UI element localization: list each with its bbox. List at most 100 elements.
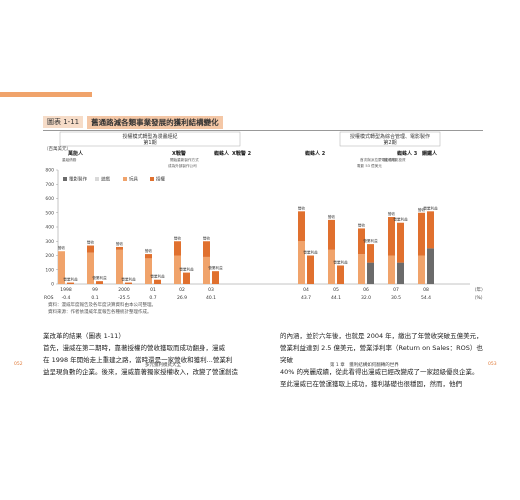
y-tick-label: 700: [45, 182, 54, 188]
bar-annotation: 營業利益: [179, 267, 194, 272]
event-label: 鋼鐵人: [421, 150, 438, 157]
bar-segment: [328, 219, 335, 250]
era-header: 授權模式轉型為漫畫經紀: [122, 133, 177, 140]
bar-segment: [58, 251, 65, 284]
body-line: 在 1998 年開始走上重建之路，當時還是一家營收和獲利...營業利: [43, 356, 233, 364]
bar-segment: [203, 241, 210, 257]
x-tick-label: 2000: [118, 287, 130, 293]
legend-label: 遊戲: [101, 176, 110, 183]
note-line: 資料：漫威年度報告及各年度決算資料由本公司整理。: [48, 303, 156, 308]
legend-swatch: [95, 177, 99, 181]
era-period: 第1期: [143, 139, 156, 146]
x-tick-label: 04: [303, 287, 309, 293]
ros-value: -0.4: [62, 295, 71, 301]
caption-rule: [43, 130, 483, 131]
accent-bar: [0, 92, 92, 97]
y-tick-label: 500: [45, 210, 54, 216]
bar-segment: [397, 262, 404, 284]
chart-notes: 資料：漫威年度報告及各年度決算資料由本公司整理。 資料來源：作者依漫威年度報告各…: [48, 302, 156, 316]
bar-segment: [427, 211, 434, 249]
bar-segment: [174, 241, 181, 256]
bar-annotation: 營收: [174, 235, 182, 240]
y-tick-label: 200: [45, 253, 54, 259]
ros-value: -25.5: [118, 295, 130, 301]
bar-segment: [154, 279, 161, 284]
event-note: 開始重新製作方式: [170, 157, 199, 162]
page-number-right: 053: [488, 362, 497, 367]
ros-value: 40.1: [206, 295, 216, 301]
ros-value: 54.4: [421, 295, 431, 301]
body-line: 至此漫威已在營運獲取上成功，獲利基礎也很穩固，然而，他們: [280, 380, 462, 388]
x-tick-label: 02: [179, 287, 185, 293]
bar-segment: [116, 249, 123, 284]
bar-annotation: 營收: [358, 222, 366, 227]
era-header: 授權模式轉型為綜合管理、電影製作: [350, 133, 430, 140]
bar-segment: [388, 217, 395, 256]
bar-annotation: 營收: [116, 241, 124, 246]
ros-value: 30.5: [391, 295, 401, 301]
bar-annotation: 營業利益: [303, 250, 318, 255]
bar-segment: [328, 249, 335, 284]
event-note: 首次與派拉蒙電影合作: [360, 157, 396, 162]
event-label: 萬能人: [68, 150, 84, 157]
y-tick-label: 0: [51, 282, 54, 288]
bar-segment: [367, 262, 374, 284]
bar-annotation: 營業利益: [208, 265, 223, 270]
x-tick-label: 08: [423, 287, 429, 293]
x-tick-label: 01: [150, 287, 156, 293]
y-axis-unit: （百萬美元）: [44, 145, 71, 152]
bar-annotation: 營收: [58, 245, 66, 250]
bar-annotation: 營收: [418, 207, 426, 212]
event-label: 蜘蛛人: [214, 150, 230, 157]
running-head-left: 多元獲利模式大全: [145, 363, 181, 368]
event-note: 獲得電影投資: [384, 157, 406, 162]
ros-label: ROS: [44, 295, 54, 301]
bar-segment: [337, 265, 344, 284]
legend-swatch: [150, 177, 154, 181]
event-label: 蜘蛛人 3: [397, 150, 418, 157]
bar-annotation: 營業利益: [92, 275, 107, 280]
bar-annotation: 營業利益: [423, 205, 438, 210]
event-note: 重組債務: [62, 157, 77, 162]
x-axis-unit: （年）: [472, 286, 486, 293]
bar-annotation: 營業利益: [393, 217, 408, 222]
event-label: X戰警 2: [232, 150, 252, 157]
body-line: 首先，漫威在第二期時，靠著授權的營收獲取而成功翻身，漫威: [43, 344, 225, 352]
page-number-left: 052: [14, 362, 23, 367]
y-tick-label: 600: [45, 196, 54, 202]
legend-label: 玩具: [129, 177, 138, 183]
bar-segment: [125, 282, 132, 284]
legend-label: 電影製作: [69, 176, 87, 183]
bar-segment: [388, 255, 395, 284]
ros-value: 32.0: [361, 295, 371, 301]
ros-value: 0.7: [149, 295, 156, 301]
bar-segment: [116, 246, 123, 250]
event-label: X戰警: [172, 150, 186, 157]
x-tick-label: 06: [363, 287, 369, 293]
bar-annotation: 營業利益: [150, 274, 165, 279]
legend-swatch: [63, 177, 67, 181]
legend-label: 授權: [156, 176, 165, 183]
y-tick-label: 400: [45, 225, 54, 231]
bar-segment: [87, 252, 94, 284]
event-note: 成為外部製作公司: [168, 163, 197, 168]
bar-segment: [87, 245, 94, 253]
bar-segment: [418, 255, 425, 284]
bar-annotation: 營收: [298, 205, 306, 210]
bar-annotation: 營業利益: [363, 238, 378, 243]
body-column-right: 的內涵，並於六年後，也就是 2004 年，繳出了年營收突破五億美元， 營業利益達…: [280, 330, 485, 390]
bar-annotation: 營業利益: [333, 259, 348, 264]
bar-segment: [418, 212, 425, 256]
bar-segment: [367, 244, 374, 263]
bar-segment: [212, 271, 219, 284]
y-tick-label: 100: [45, 267, 54, 273]
body-column-left: 業改革的結果（圖表 1-11） 首先，漫威在第二期時，靠著授權的營收獲取而成功翻…: [43, 330, 253, 378]
ros-value: 26.9: [177, 295, 187, 301]
event-label: 蜘蛛人 2: [305, 150, 326, 157]
x-tick-label: 03: [208, 287, 214, 293]
bar-segment: [307, 255, 314, 284]
era-period: 第2期: [383, 139, 396, 146]
ros-unit: （%）: [472, 295, 485, 301]
ros-value: 44.1: [331, 295, 341, 301]
x-tick-label: 99: [92, 287, 98, 293]
